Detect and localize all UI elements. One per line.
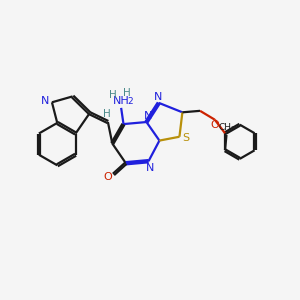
Text: H: H	[109, 90, 117, 100]
Text: N: N	[143, 111, 152, 121]
Text: 2: 2	[128, 97, 134, 106]
Text: H: H	[103, 109, 111, 119]
Text: S: S	[182, 133, 190, 143]
Text: N: N	[41, 96, 50, 106]
Text: O: O	[211, 120, 219, 130]
Text: N: N	[154, 92, 162, 102]
Text: N: N	[146, 163, 154, 173]
Text: CH₃: CH₃	[218, 123, 235, 132]
Text: H: H	[123, 88, 131, 98]
Text: NH: NH	[112, 96, 129, 106]
Text: O: O	[103, 172, 112, 182]
